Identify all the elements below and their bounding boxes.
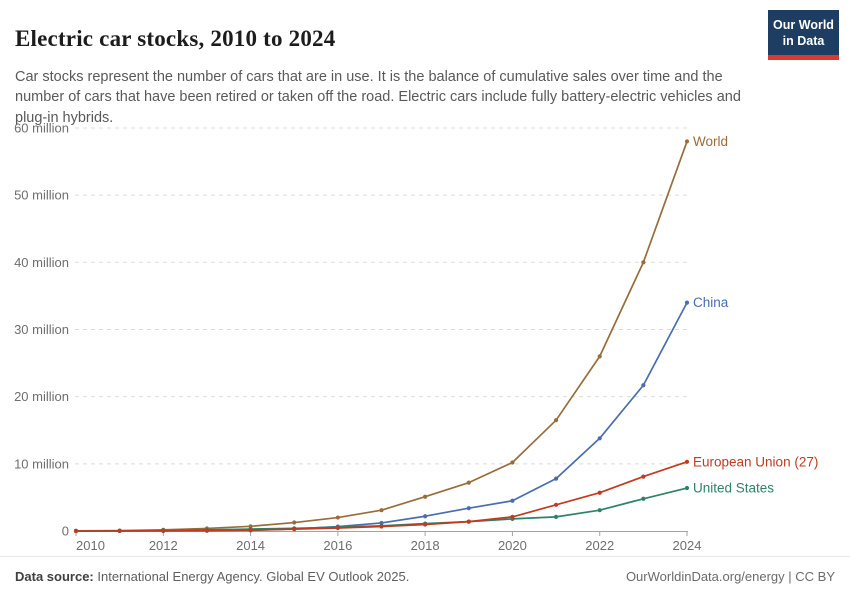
data-point-european-union-27-2016[interactable]	[335, 525, 340, 531]
data-point-china-2020[interactable]	[510, 498, 515, 503]
x-tick-label: 2018	[411, 538, 440, 553]
data-point-world-2021[interactable]	[553, 418, 559, 423]
series-line-european-union-27[interactable]	[75, 460, 688, 532]
owid-logo[interactable]: Our World in Data	[768, 10, 839, 60]
data-point-european-union-27-2019[interactable]	[466, 519, 471, 524]
series-label-european-union-27[interactable]: European Union (27)	[693, 454, 818, 469]
data-point-china-2019[interactable]	[466, 506, 471, 511]
data-point-european-union-27-2014[interactable]	[248, 527, 253, 533]
data-point-european-union-27-2015[interactable]	[292, 527, 297, 532]
data-point-world-2017[interactable]	[379, 508, 384, 513]
logo-line-1: Our World	[773, 18, 834, 32]
series-label-china[interactable]: China	[693, 295, 729, 310]
x-tick-label: 2016	[323, 538, 352, 553]
data-point-world-2022[interactable]	[597, 354, 602, 359]
data-point-world-2015[interactable]	[292, 520, 297, 525]
y-tick-label: 60 million	[14, 121, 69, 136]
data-point-european-union-27-2017[interactable]	[379, 524, 384, 529]
series-line-world[interactable]	[75, 140, 688, 532]
series-label-united-states[interactable]: United States	[693, 481, 774, 496]
data-point-european-union-27-2012[interactable]	[161, 528, 166, 533]
data-point-china-2022[interactable]	[597, 436, 602, 441]
footer-divider	[0, 556, 850, 557]
data-point-china-2024[interactable]	[684, 300, 690, 305]
y-tick-label: 20 million	[14, 389, 69, 404]
x-tick-label: 2014	[236, 538, 265, 553]
data-point-world-2023[interactable]	[641, 260, 646, 265]
data-point-european-union-27-2020[interactable]	[510, 514, 515, 519]
x-tick-label: 2012	[149, 538, 178, 553]
data-source: Data source: International Energy Agency…	[15, 569, 409, 584]
page-title: Electric car stocks, 2010 to 2024	[15, 26, 336, 52]
credit-link[interactable]: OurWorldinData.org/energy | CC BY	[625, 569, 835, 584]
data-point-china-2023[interactable]	[641, 383, 646, 388]
x-tick-label: 2010	[76, 538, 105, 553]
data-point-china-2021[interactable]	[553, 476, 559, 481]
series-line-china[interactable]	[75, 301, 688, 532]
data-point-european-union-27-2022[interactable]	[597, 490, 602, 495]
data-point-china-2017[interactable]	[379, 520, 384, 526]
data-point-united-states-2024[interactable]	[684, 485, 690, 491]
data-point-world-2019[interactable]	[466, 480, 471, 485]
x-tick-label: 2022	[585, 538, 614, 553]
data-point-united-states-2022[interactable]	[597, 508, 602, 513]
data-point-european-union-27-2024[interactable]	[684, 459, 690, 464]
data-source-text: International Energy Agency. Global EV O…	[93, 569, 410, 584]
data-point-european-union-27-2013[interactable]	[204, 528, 210, 533]
data-point-world-2020[interactable]	[510, 460, 515, 465]
y-tick-label: 50 million	[14, 188, 69, 203]
data-point-world-2024[interactable]	[684, 139, 690, 144]
data-point-european-union-27-2018[interactable]	[423, 522, 428, 527]
data-point-united-states-2021[interactable]	[553, 514, 559, 519]
data-point-world-2016[interactable]	[335, 515, 340, 520]
data-point-european-union-27-2023[interactable]	[641, 474, 646, 479]
y-tick-label: 30 million	[14, 322, 69, 337]
data-point-european-union-27-2010[interactable]	[73, 528, 79, 534]
y-tick-label: 0	[62, 524, 69, 539]
data-point-european-union-27-2021[interactable]	[553, 502, 559, 507]
y-tick-label: 10 million	[14, 456, 69, 471]
data-source-label: Data source:	[15, 569, 94, 584]
logo-line-2: in Data	[782, 34, 825, 48]
chart-subtitle: Car stocks represent the number of cars …	[15, 68, 741, 126]
series-label-world[interactable]: World	[693, 134, 728, 149]
data-point-world-2018[interactable]	[423, 494, 428, 499]
x-tick-label: 2024	[673, 538, 702, 553]
data-point-china-2018[interactable]	[423, 514, 428, 519]
x-tick-label: 2020	[498, 538, 527, 553]
data-point-united-states-2023[interactable]	[641, 496, 646, 501]
y-tick-label: 40 million	[14, 255, 69, 270]
data-point-european-union-27-2011[interactable]	[117, 528, 122, 534]
chart-footer: Data source: International Energy Agency…	[15, 569, 835, 584]
